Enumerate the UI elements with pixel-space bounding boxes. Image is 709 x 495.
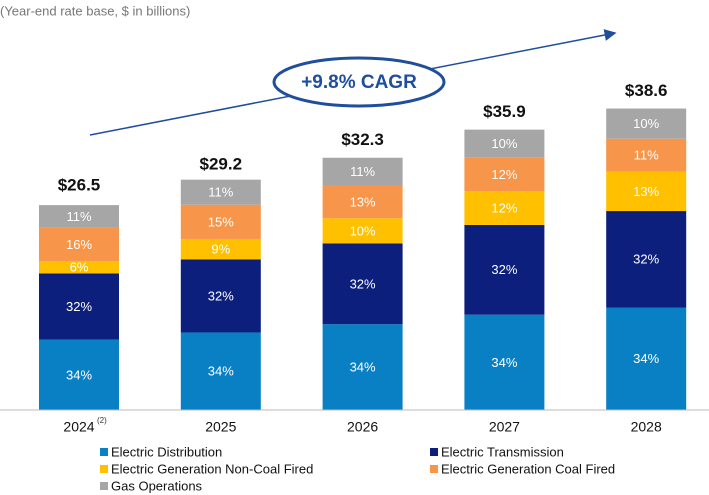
bar-segment: [322, 185, 403, 219]
legend-label: Gas Operations: [111, 478, 203, 493]
cagr-label: +9.8% CAGR: [301, 72, 417, 93]
x-tick-label: 2025: [205, 419, 236, 435]
segment-label: 10%: [633, 116, 659, 131]
bar-segment: [39, 227, 119, 261]
segment-label: 9%: [211, 242, 230, 257]
bar-segment: [464, 191, 545, 225]
segment-label: 6%: [70, 260, 89, 275]
segment-label: 34%: [66, 367, 92, 382]
legend-label: Electric Distribution: [111, 444, 222, 459]
total-label: $29.2: [200, 154, 243, 173]
bar-segment: [606, 211, 687, 308]
bar-segment: [464, 129, 545, 158]
segment-label: 32%: [208, 288, 234, 303]
segment-label: 11%: [350, 164, 375, 179]
chart-subtitle: (Year-end rate base, $ in billions): [0, 3, 190, 18]
segment-label: 11%: [208, 185, 233, 200]
legend-swatch: [100, 465, 108, 473]
bar-segment: [180, 238, 261, 260]
bar-segment: [180, 204, 261, 239]
segment-label: 13%: [350, 194, 376, 209]
legend-label: Electric Generation Non-Coal Fired: [111, 461, 313, 476]
total-label: $35.9: [483, 102, 526, 121]
segment-label: 12%: [491, 201, 517, 216]
segment-label: 12%: [491, 167, 517, 182]
x-tick-label: 2027: [489, 419, 520, 435]
bar-segment: [39, 205, 119, 228]
bar-segment: [606, 108, 687, 139]
x-tick-label: 2028: [631, 419, 662, 435]
segment-label: 11%: [634, 148, 659, 163]
segment-label: 15%: [208, 214, 234, 229]
bar-segment: [464, 157, 545, 192]
bar-segment: [464, 224, 545, 315]
segment-label: 32%: [633, 252, 659, 267]
category-note: (2): [97, 416, 107, 425]
bar-segment: [322, 157, 403, 186]
bar-segment: [322, 218, 403, 244]
bar-segment: [322, 324, 403, 410]
bar-segment: [39, 273, 119, 340]
legend-swatch: [100, 448, 108, 456]
legend-swatch: [100, 482, 108, 490]
legend-swatch: [430, 465, 438, 473]
segment-label: 13%: [633, 184, 659, 199]
bar-segment: [39, 260, 119, 274]
bar-segment: [606, 171, 687, 212]
bar-segment: [322, 243, 403, 325]
cagr-ellipse: [272, 56, 446, 108]
x-tick-label: 2026: [347, 419, 378, 435]
legend-swatch: [430, 448, 438, 456]
total-label: $26.5: [58, 176, 101, 195]
segment-label: 32%: [66, 299, 92, 314]
segment-label: 10%: [350, 223, 376, 238]
segment-label: 11%: [66, 209, 91, 224]
bar-segment: [180, 332, 261, 410]
bar-segment: [180, 179, 261, 205]
bar-segment: [180, 259, 261, 333]
segment-label: 32%: [350, 276, 376, 291]
total-label: $32.3: [341, 130, 384, 149]
total-label: $38.6: [625, 81, 668, 100]
segment-label: 34%: [633, 351, 659, 366]
x-tick-label: 2024: [63, 419, 94, 435]
segment-label: 32%: [491, 262, 517, 277]
bar-segment: [464, 314, 545, 410]
bar-segment: [606, 138, 687, 172]
bar-segment: [39, 339, 119, 410]
segment-label: 16%: [66, 237, 92, 252]
legend-label: Electric Transmission: [441, 444, 564, 459]
segment-label: 34%: [350, 360, 376, 375]
segment-label: 34%: [208, 364, 234, 379]
segment-label: 34%: [491, 355, 517, 370]
segment-label: 10%: [491, 136, 517, 151]
bar-segment: [606, 307, 687, 410]
legend-label: Electric Generation Coal Fired: [441, 461, 615, 476]
